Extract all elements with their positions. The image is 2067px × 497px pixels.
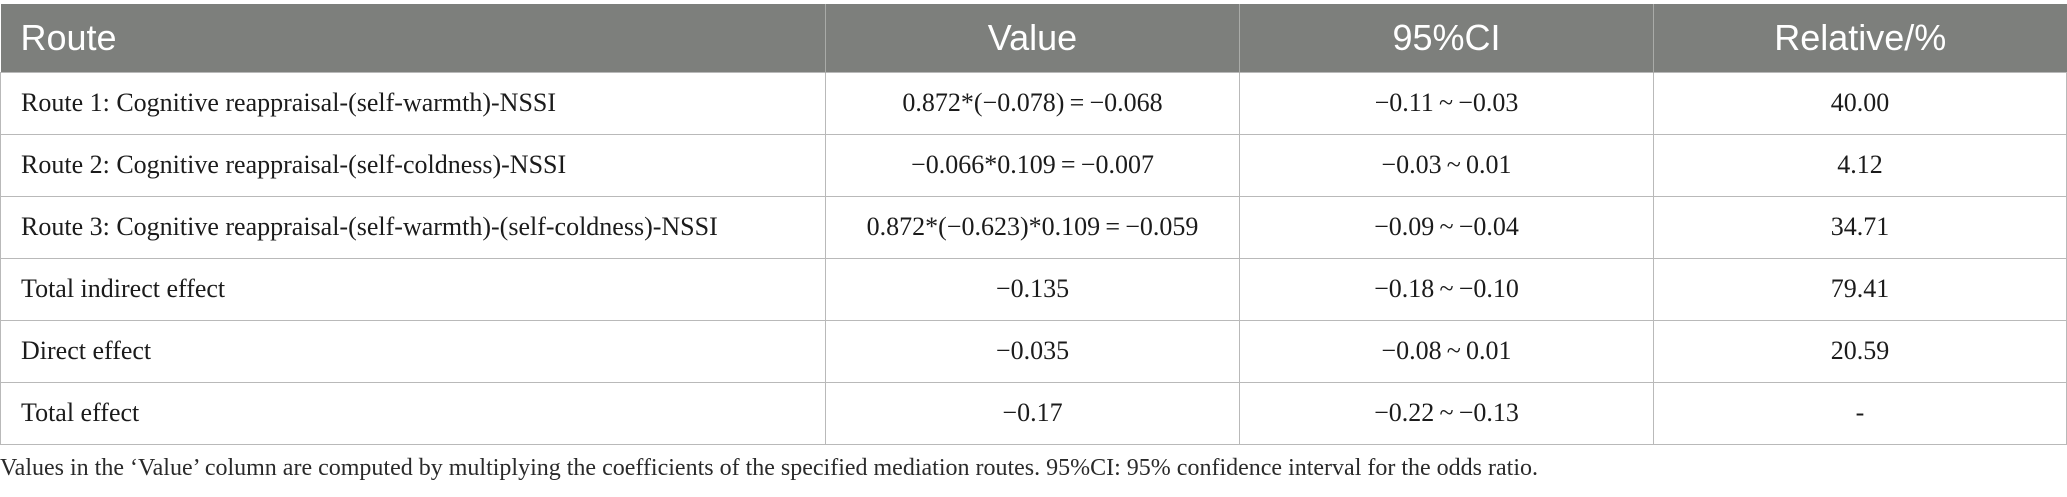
value-cell: −0.066*0.109 = −0.007 bbox=[825, 133, 1240, 197]
table-row: Direct effect −0.035 −0.08 ~ 0.01 20.59 bbox=[0, 319, 2067, 383]
ci-cell: −0.22 ~ −0.13 bbox=[1239, 381, 1654, 445]
value-cell: −0.135 bbox=[825, 257, 1240, 321]
route-cell: Route 2: Cognitive reappraisal-(self-col… bbox=[0, 133, 826, 197]
ci-cell: −0.09 ~ −0.04 bbox=[1239, 195, 1654, 259]
table-row: Route 1: Cognitive reappraisal-(self-war… bbox=[0, 71, 2067, 135]
table-body: Route 1: Cognitive reappraisal-(self-war… bbox=[0, 71, 2067, 445]
relative-cell: 34.71 bbox=[1653, 195, 2067, 259]
header-relative: Relative/% bbox=[1653, 4, 2067, 72]
relative-cell: 40.00 bbox=[1653, 71, 2067, 135]
table-footnote: Values in the ‘Value’ column are compute… bbox=[0, 454, 1538, 481]
relative-cell: 20.59 bbox=[1653, 319, 2067, 383]
route-cell: Route 1: Cognitive reappraisal-(self-war… bbox=[0, 71, 826, 135]
table-row: Total effect −0.17 −0.22 ~ −0.13 - bbox=[0, 381, 2067, 445]
value-cell: 0.872*(−0.078) = −0.068 bbox=[825, 71, 1240, 135]
mediation-table-document: Route Value 95%CI Relative/% Route 1: Co… bbox=[0, 4, 2067, 482]
ci-cell: −0.18 ~ −0.10 bbox=[1239, 257, 1654, 321]
header-ci: 95%CI bbox=[1239, 4, 1654, 72]
mediation-effects-table: Route Value 95%CI Relative/% Route 1: Co… bbox=[0, 4, 2067, 445]
table-row: Route 2: Cognitive reappraisal-(self-col… bbox=[0, 133, 2067, 197]
ci-cell: −0.08 ~ 0.01 bbox=[1239, 319, 1654, 383]
relative-cell: 4.12 bbox=[1653, 133, 2067, 197]
route-cell: Route 3: Cognitive reappraisal-(self-war… bbox=[0, 195, 826, 259]
relative-cell: - bbox=[1653, 381, 2067, 445]
header-route: Route bbox=[20, 16, 117, 58]
route-cell: Total indirect effect bbox=[0, 257, 826, 321]
ci-cell: −0.11 ~ −0.03 bbox=[1239, 71, 1654, 135]
table-row: Total indirect effect −0.135 −0.18 ~ −0.… bbox=[0, 257, 2067, 321]
relative-cell: 79.41 bbox=[1653, 257, 2067, 321]
route-cell: Total effect bbox=[0, 381, 826, 445]
route-cell: Direct effect bbox=[0, 319, 826, 383]
value-cell: 0.872*(−0.623)*0.109 = −0.059 bbox=[825, 195, 1240, 259]
header-value: Value bbox=[825, 4, 1240, 72]
table-header: Route Value 95%CI Relative/% bbox=[0, 4, 2067, 72]
table-row: Route 3: Cognitive reappraisal-(self-war… bbox=[0, 195, 2067, 259]
ci-cell: −0.03 ~ 0.01 bbox=[1239, 133, 1654, 197]
value-cell: −0.17 bbox=[825, 381, 1240, 445]
header-row: Route Value 95%CI Relative/% bbox=[0, 4, 2067, 72]
value-cell: −0.035 bbox=[825, 319, 1240, 383]
